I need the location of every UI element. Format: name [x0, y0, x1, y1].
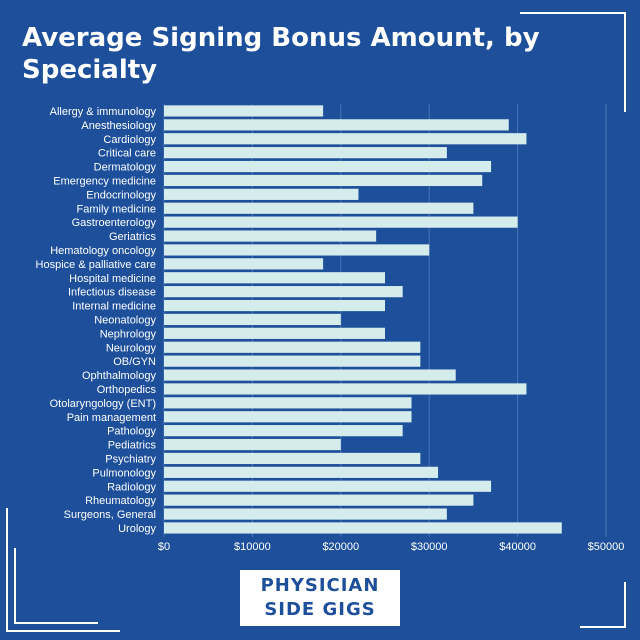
- brand-line-1: PHYSICIAN: [260, 575, 380, 596]
- category-label: Psychiatry: [105, 453, 156, 465]
- category-label: OB/GYN: [113, 356, 156, 368]
- bar: [164, 466, 439, 478]
- bar: [164, 105, 324, 117]
- brand-logo: PHYSICIAN SIDE GIGS: [240, 570, 400, 626]
- bar: [164, 452, 421, 465]
- category-label: Anesthesiology: [81, 120, 156, 132]
- bar: [164, 425, 403, 437]
- category-label: Dermatology: [94, 162, 157, 174]
- frame-bottom-left-h: [6, 630, 120, 632]
- category-label: Pediatrics: [108, 440, 157, 452]
- category-label: Otolaryngology (ENT): [50, 398, 156, 410]
- bar: [164, 272, 385, 284]
- x-tick-label: $40000: [499, 541, 536, 553]
- bar: [164, 188, 359, 200]
- category-label: Surgeons, General: [64, 509, 156, 521]
- category-label: Pathology: [107, 426, 156, 438]
- category-label: Neonatology: [94, 314, 156, 326]
- frame-bottom-right-h: [580, 626, 626, 628]
- bar: [164, 313, 341, 326]
- bar: [164, 383, 527, 395]
- bar: [164, 244, 430, 256]
- chart-title: Average Signing Bonus Amount, by Special…: [22, 23, 540, 85]
- category-label: Radiology: [107, 481, 156, 493]
- frame-top-right-v: [624, 12, 626, 112]
- category-label: Allergy & immunology: [50, 106, 157, 118]
- category-label: Neurology: [106, 342, 157, 354]
- bar: [164, 286, 403, 298]
- category-label: Endocrinology: [86, 189, 156, 201]
- bar: [164, 202, 474, 214]
- bar: [164, 147, 447, 159]
- frame-bottom-right-v: [624, 582, 626, 628]
- bar: [164, 508, 447, 520]
- bar: [164, 160, 492, 173]
- frame-bottom-left-v: [6, 508, 8, 632]
- bar: [164, 258, 324, 270]
- bar: [164, 494, 474, 506]
- category-label: Cardiology: [103, 134, 156, 146]
- category-label: Rheumatology: [85, 495, 156, 507]
- bar: [164, 174, 483, 187]
- x-tick-label: $30000: [411, 541, 448, 553]
- x-axis-tick-labels: $0 $10000 $20000 $30000 $40000 $50000: [158, 541, 624, 553]
- bar: [164, 522, 562, 534]
- bar: [164, 438, 341, 451]
- category-label: Hematology oncology: [50, 245, 156, 257]
- bar: [164, 119, 509, 131]
- category-label: Ophthalmology: [82, 370, 156, 382]
- category-label: Hospital medicine: [69, 273, 156, 285]
- bar: [164, 480, 492, 492]
- category-labels: Allergy & immunology Anesthesiology Cardio…: [36, 106, 157, 535]
- category-label: Pulmonology: [92, 467, 156, 479]
- category-label: Gastroenterology: [72, 217, 157, 229]
- x-tick-label: $20000: [322, 541, 359, 553]
- frame-top-right-h: [520, 12, 626, 14]
- category-label: Hospice & palliative care: [36, 259, 156, 271]
- x-tick-label: $50000: [588, 541, 625, 553]
- category-label: Geriatrics: [109, 231, 157, 243]
- category-label: Urology: [118, 523, 156, 535]
- category-label: Pain management: [67, 412, 156, 424]
- bar: [164, 411, 412, 423]
- category-label: Critical care: [98, 148, 156, 160]
- bar: [164, 369, 456, 381]
- brand-line-2: SIDE GIGS: [264, 599, 376, 620]
- bar: [164, 327, 385, 339]
- bar: [164, 230, 377, 242]
- bar: [164, 355, 421, 367]
- bar: [164, 299, 385, 312]
- bar: [164, 216, 518, 228]
- bars: [164, 105, 562, 534]
- category-label: Nephrology: [100, 328, 157, 340]
- bar: [164, 341, 421, 353]
- bar: [164, 397, 412, 409]
- bar: [164, 133, 527, 145]
- frame-bottom-left-inner-v: [14, 548, 16, 624]
- frame-bottom-left-inner-h: [14, 622, 98, 624]
- category-label: Orthopedics: [97, 384, 157, 396]
- category-label: Internal medicine: [72, 301, 156, 313]
- category-label: Infectious disease: [68, 287, 156, 299]
- category-label: Emergency medicine: [53, 175, 156, 187]
- x-tick-label: $10000: [234, 541, 271, 553]
- x-tick-label: $0: [158, 541, 170, 553]
- category-label: Family medicine: [77, 203, 156, 215]
